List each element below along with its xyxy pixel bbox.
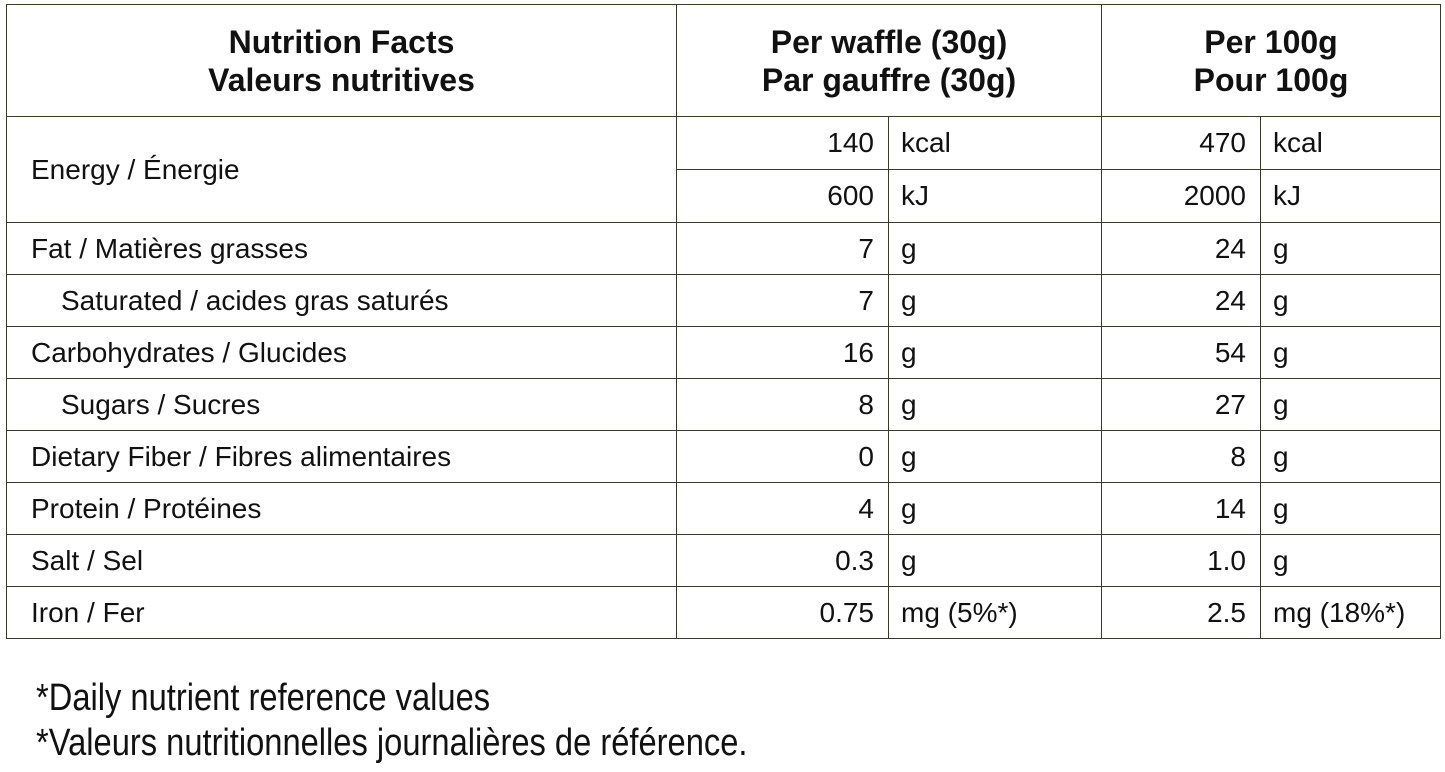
value: 24 — [1101, 274, 1261, 327]
header-cell: Per 100g Pour 100g — [1101, 4, 1441, 117]
row-label: Fat / Matières grasses — [6, 222, 677, 275]
header-cell: Per waffle (30g) Par gauffre (30g) — [676, 4, 1102, 117]
value: 8 — [676, 378, 889, 431]
value: 7 — [676, 274, 889, 327]
unit: g — [888, 378, 1102, 431]
unit: g — [1260, 430, 1441, 483]
row-label: Protein / Protéines — [6, 482, 677, 535]
unit: kcal — [1260, 116, 1441, 170]
value: 0.75 — [676, 586, 889, 639]
header-text: Valeurs nutritives — [208, 61, 475, 98]
header-text: Par gauffre (30g) — [761, 61, 1017, 98]
unit: kJ — [1260, 169, 1441, 223]
value: 470 — [1101, 116, 1261, 170]
footnote: *Daily nutrient reference values *Valeur… — [36, 676, 748, 766]
value: 600 — [676, 169, 889, 223]
row-label: Energy / Énergie — [6, 116, 677, 223]
unit: kcal — [888, 116, 1102, 170]
nutrient-row: Protein / Protéines 4 g 14 g — [6, 482, 1441, 535]
table-body: Fat / Matières grasses 7 g 24 g Saturated / a… — [6, 222, 1441, 639]
nutrient-row: Saturated / acides gras saturés 7 g 24 g — [6, 274, 1441, 327]
row-label: Salt / Sel — [6, 534, 677, 587]
value: 1.0 — [1101, 534, 1261, 587]
energy-row: Energy / Énergie 140 kcal 470 kcal — [6, 116, 1441, 223]
value: 8 — [1101, 430, 1261, 483]
row-label: Sugars / Sucres — [6, 378, 677, 431]
header-text: Per 100g — [1204, 23, 1338, 60]
unit: g — [888, 222, 1102, 275]
value: 0 — [676, 430, 889, 483]
unit: g — [888, 534, 1102, 587]
value: 14 — [1101, 482, 1261, 535]
nutrition-table: Nutrition Facts Valeurs nutritives Per wa… — [6, 4, 1441, 639]
row-label: Iron / Fer — [6, 586, 677, 639]
value: 2000 — [1101, 169, 1261, 223]
nutrient-row: Dietary Fiber / Fibres alimentaires 0 g 8 g — [6, 430, 1441, 483]
value: 16 — [676, 326, 889, 379]
unit: kJ — [888, 169, 1102, 223]
nutrient-row: Iron / Fer 0.75 mg (5%*) 2.5 mg (18%*) — [6, 586, 1441, 639]
nutrient-row: Fat / Matières grasses 7 g 24 g — [6, 222, 1441, 275]
unit: mg (5%*) — [888, 586, 1102, 639]
value: 140 — [676, 116, 889, 170]
row-label: Dietary Fiber / Fibres alimentaires — [6, 430, 677, 483]
value: 24 — [1101, 222, 1261, 275]
unit: g — [1260, 222, 1441, 275]
unit: g — [1260, 274, 1441, 327]
value: 4 — [676, 482, 889, 535]
unit: g — [888, 274, 1102, 327]
header-text: Nutrition Facts — [228, 23, 455, 60]
value: 0.3 — [676, 534, 889, 587]
header-text: Per waffle (30g) — [770, 23, 1008, 60]
footnote-line: *Daily nutrient reference values — [36, 677, 491, 719]
header-text: Pour 100g — [1193, 61, 1349, 98]
value: 27 — [1101, 378, 1261, 431]
nutrient-row: Sugars / Sucres 8 g 27 g — [6, 378, 1441, 431]
footnote-line: *Valeurs nutritionnelles journalières de… — [36, 722, 748, 764]
unit: g — [1260, 378, 1441, 431]
value: 54 — [1101, 326, 1261, 379]
row-label: Saturated / acides gras saturés — [6, 274, 677, 327]
header-cell: Nutrition Facts Valeurs nutritives — [6, 4, 677, 117]
unit: g — [1260, 482, 1441, 535]
unit: g — [888, 326, 1102, 379]
value: 7 — [676, 222, 889, 275]
unit: g — [1260, 534, 1441, 587]
header-row: Nutrition Facts Valeurs nutritives Per wa… — [6, 4, 1441, 117]
unit: g — [888, 482, 1102, 535]
unit: g — [1260, 326, 1441, 379]
unit: g — [888, 430, 1102, 483]
unit: mg (18%*) — [1260, 586, 1441, 639]
nutrient-row: Salt / Sel 0.3 g 1.0 g — [6, 534, 1441, 587]
nutrient-row: Carbohydrates / Glucides 16 g 54 g — [6, 326, 1441, 379]
value: 2.5 — [1101, 586, 1261, 639]
row-label: Carbohydrates / Glucides — [6, 326, 677, 379]
